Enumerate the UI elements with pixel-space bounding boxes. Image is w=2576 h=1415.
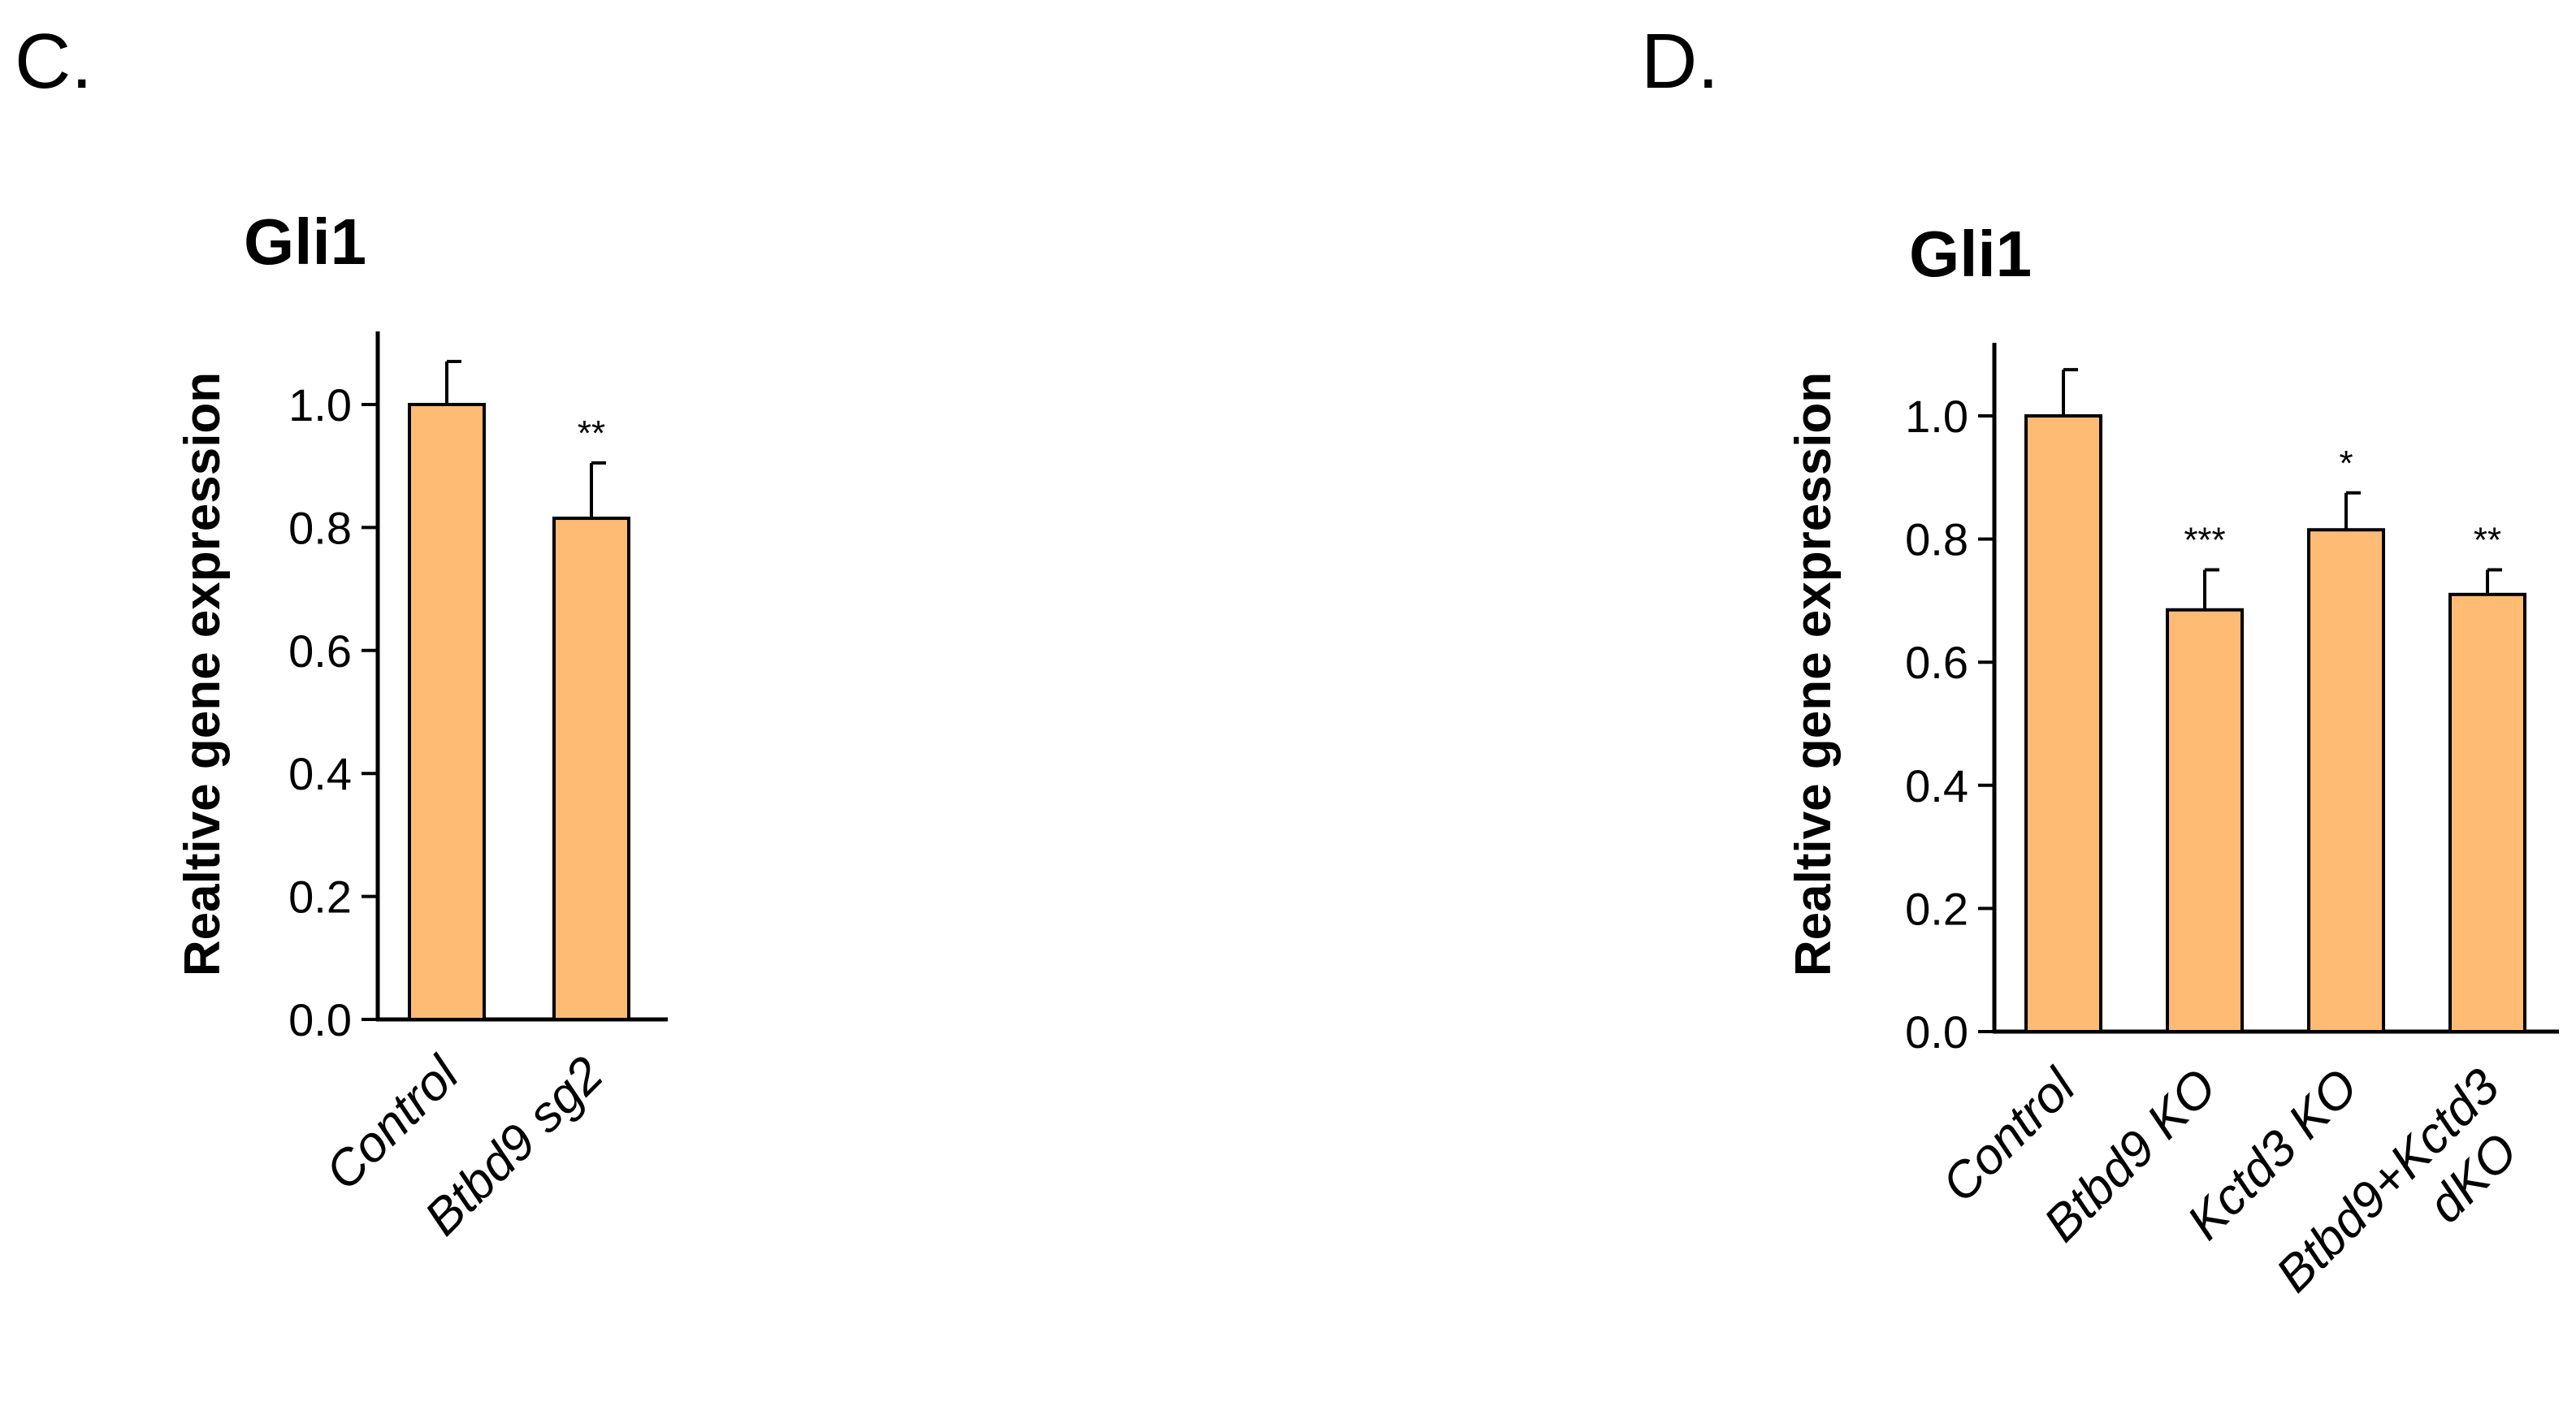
bar-2 [2307, 528, 2385, 1033]
y-tick-label: 0.8 [1905, 514, 1968, 565]
bar-3 [2448, 592, 2526, 1033]
bar-1 [2166, 608, 2244, 1033]
significance-label: ** [578, 413, 605, 453]
panel-c-label: C. [15, 18, 93, 105]
significance-label: ** [2474, 521, 2501, 560]
y-tick-label: 1.0 [1905, 391, 1968, 442]
panel-c-title: Gli1 [244, 206, 366, 278]
y-tick-label: 0.6 [288, 625, 352, 677]
panel-d-y-axis-label: Realtive gene expression [1786, 372, 1842, 976]
y-tick-label: 1.0 [288, 379, 352, 431]
significance-label: *** [2184, 521, 2225, 560]
y-tick-label: 0.2 [1905, 883, 1968, 934]
y-tick-label: 0.0 [288, 994, 352, 1045]
y-tick-label: 0.0 [1905, 1006, 1968, 1058]
panel-d: D. Gli1 Realtive gene expression 0.0 0.2 0… [1641, 18, 2559, 1303]
panel-c-y-axis-label: Realtive gene expression [175, 372, 231, 976]
significance-label: * [2339, 444, 2353, 483]
bar-1 [552, 517, 630, 1021]
y-tick-label: 0.2 [288, 872, 352, 923]
bar-0 [408, 403, 486, 1021]
y-tick-label: 0.4 [288, 748, 352, 799]
panel-c: C. Gli1 Realtive gene expression 0.0 0.2 0… [15, 18, 668, 1246]
panel-d-label: D. [1641, 18, 1719, 105]
y-tick-label: 0.6 [1905, 637, 1968, 688]
panel-d-title: Gli1 [1909, 218, 2032, 290]
y-tick-label: 0.4 [1905, 760, 1968, 811]
bar-0 [2024, 414, 2102, 1033]
y-tick-label: 0.8 [288, 502, 352, 553]
